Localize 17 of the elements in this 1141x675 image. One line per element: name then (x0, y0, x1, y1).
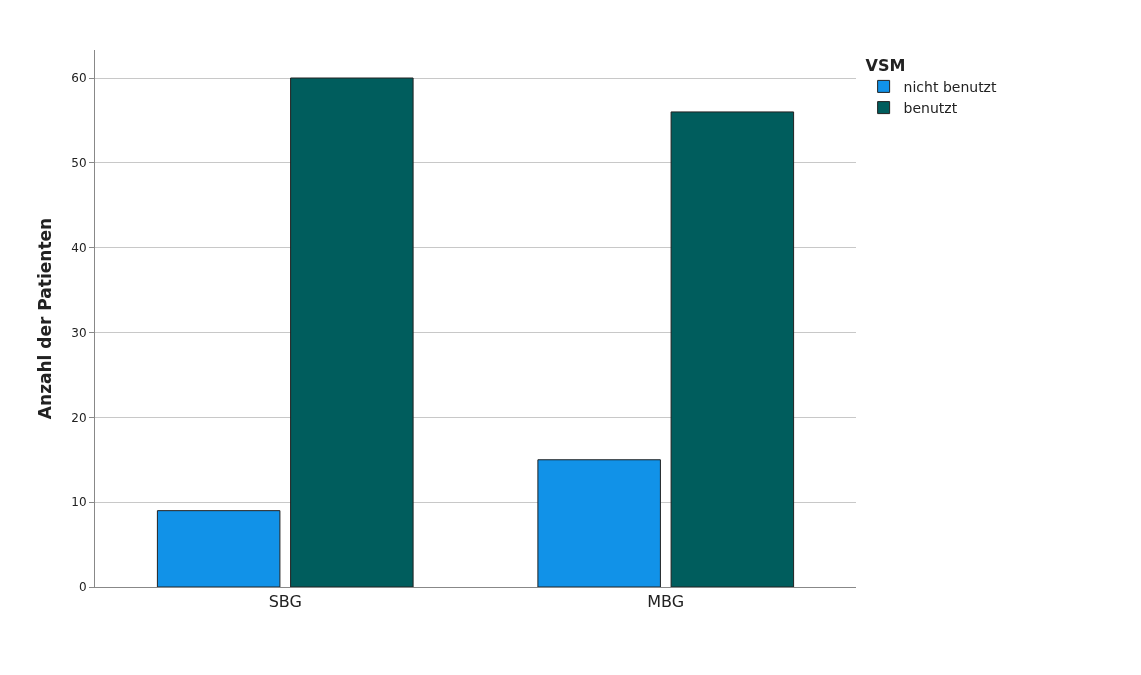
y-tick-label: 0 (78, 580, 87, 595)
bar (290, 77, 414, 587)
bar (156, 510, 281, 587)
y-tick-label: 20 (71, 410, 87, 425)
legend-title: VSM (865, 55, 906, 75)
y-axis-title: Anzahl der Patienten (34, 217, 55, 420)
legend-label: nicht benutzt (903, 78, 997, 95)
y-tick-label: 40 (71, 240, 87, 255)
bar (670, 111, 795, 587)
y-tick-label: 30 (71, 325, 87, 340)
y-tick-label: 10 (71, 495, 87, 510)
y-tick-label: 50 (71, 156, 87, 171)
legend-label: benutzt (903, 100, 958, 117)
bar (537, 459, 661, 587)
x-tick-label: SBG (268, 592, 302, 612)
x-tick-label: MBG (647, 592, 685, 612)
y-tick-label: 60 (71, 71, 87, 86)
